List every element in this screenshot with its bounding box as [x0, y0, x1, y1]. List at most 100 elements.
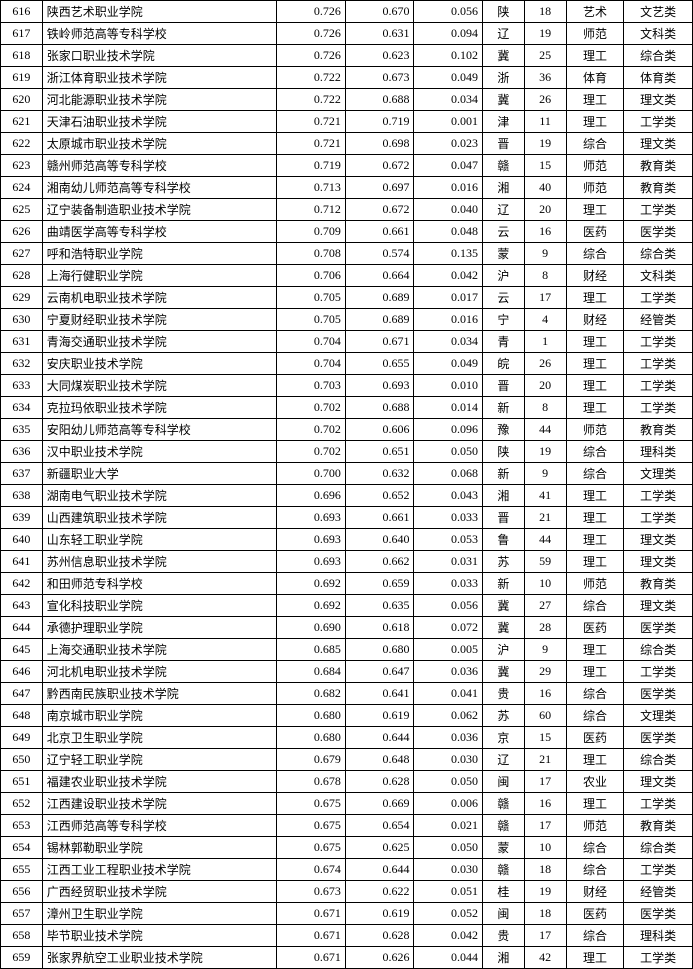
cell-cat2: 综合类: [624, 243, 693, 265]
cell-v3: 0.034: [414, 89, 483, 111]
cell-v3: 0.051: [414, 881, 483, 903]
cell-v3: 0.056: [414, 1, 483, 23]
cell-v2: 0.662: [345, 551, 414, 573]
table-row: 619浙江体育职业技术学院0.7220.6730.049浙36体育体育类: [1, 67, 693, 89]
table-row: 642和田师范专科学校0.6920.6590.033新10师范教育类: [1, 573, 693, 595]
cell-cat2: 工学类: [624, 111, 693, 133]
cell-name: 天津石油职业技术学院: [42, 111, 277, 133]
cell-cat2: 工学类: [624, 375, 693, 397]
cell-v1: 0.703: [277, 375, 346, 397]
cell-v3: 0.053: [414, 529, 483, 551]
cell-v1: 0.693: [277, 507, 346, 529]
cell-rank: 623: [1, 155, 43, 177]
cell-v2: 0.689: [345, 287, 414, 309]
cell-v1: 0.712: [277, 199, 346, 221]
cell-rank: 653: [1, 815, 43, 837]
cell-pr: 29: [524, 661, 566, 683]
cell-prov: 宁: [483, 309, 525, 331]
cell-name: 云南机电职业技术学院: [42, 287, 277, 309]
cell-cat2: 教育类: [624, 815, 693, 837]
cell-prov: 赣: [483, 793, 525, 815]
cell-prov: 新: [483, 463, 525, 485]
cell-v3: 0.072: [414, 617, 483, 639]
cell-v2: 0.680: [345, 639, 414, 661]
cell-v3: 0.031: [414, 551, 483, 573]
cell-rank: 616: [1, 1, 43, 23]
cell-v1: 0.671: [277, 903, 346, 925]
cell-name: 宁夏财经职业技术学院: [42, 309, 277, 331]
cell-rank: 645: [1, 639, 43, 661]
cell-v2: 0.626: [345, 947, 414, 969]
cell-cat1: 理工: [566, 749, 624, 771]
cell-pr: 9: [524, 639, 566, 661]
cell-v1: 0.721: [277, 133, 346, 155]
cell-pr: 26: [524, 89, 566, 111]
cell-name: 克拉玛依职业技术学院: [42, 397, 277, 419]
cell-name: 铁岭师范高等专科学校: [42, 23, 277, 45]
cell-v3: 0.042: [414, 265, 483, 287]
cell-pr: 60: [524, 705, 566, 727]
table-row: 625辽宁装备制造职业技术学院0.7120.6720.040辽20理工工学类: [1, 199, 693, 221]
cell-v1: 0.706: [277, 265, 346, 287]
cell-v2: 0.644: [345, 727, 414, 749]
cell-v2: 0.619: [345, 705, 414, 727]
cell-name: 南京城市职业学院: [42, 705, 277, 727]
cell-v1: 0.702: [277, 397, 346, 419]
cell-v3: 0.017: [414, 287, 483, 309]
cell-cat1: 师范: [566, 573, 624, 595]
cell-v1: 0.705: [277, 309, 346, 331]
cell-cat1: 理工: [566, 375, 624, 397]
cell-pr: 17: [524, 925, 566, 947]
cell-v3: 0.033: [414, 507, 483, 529]
cell-cat1: 理工: [566, 199, 624, 221]
cell-v1: 0.675: [277, 837, 346, 859]
cell-v3: 0.048: [414, 221, 483, 243]
cell-name: 新疆职业大学: [42, 463, 277, 485]
cell-rank: 619: [1, 67, 43, 89]
cell-name: 江西建设职业技术学院: [42, 793, 277, 815]
cell-prov: 赣: [483, 859, 525, 881]
cell-rank: 620: [1, 89, 43, 111]
cell-v3: 0.096: [414, 419, 483, 441]
cell-cat1: 综合: [566, 133, 624, 155]
table-row: 637新疆职业大学0.7000.6320.068新9综合文理类: [1, 463, 693, 485]
table-row: 639山西建筑职业技术学院0.6930.6610.033晋21理工工学类: [1, 507, 693, 529]
table-row: 658毕节职业技术学院0.6710.6280.042贵17综合理科类: [1, 925, 693, 947]
cell-pr: 41: [524, 485, 566, 507]
cell-prov: 沪: [483, 639, 525, 661]
cell-v3: 0.030: [414, 749, 483, 771]
cell-rank: 631: [1, 331, 43, 353]
table-row: 623赣州师范高等专科学校0.7190.6720.047赣15师范教育类: [1, 155, 693, 177]
cell-prov: 闽: [483, 771, 525, 793]
table-row: 627呼和浩特职业学院0.7080.5740.135蒙9综合综合类: [1, 243, 693, 265]
cell-rank: 632: [1, 353, 43, 375]
cell-name: 陕西艺术职业学院: [42, 1, 277, 23]
cell-v2: 0.689: [345, 309, 414, 331]
cell-pr: 17: [524, 815, 566, 837]
cell-name: 青海交通职业技术学院: [42, 331, 277, 353]
cell-prov: 贵: [483, 683, 525, 705]
cell-pr: 8: [524, 397, 566, 419]
cell-v2: 0.647: [345, 661, 414, 683]
cell-pr: 21: [524, 749, 566, 771]
table-row: 631青海交通职业技术学院0.7040.6710.034青1理工工学类: [1, 331, 693, 353]
cell-v2: 0.697: [345, 177, 414, 199]
cell-v2: 0.719: [345, 111, 414, 133]
cell-v2: 0.672: [345, 155, 414, 177]
cell-v1: 0.693: [277, 529, 346, 551]
cell-cat2: 医学类: [624, 221, 693, 243]
cell-cat2: 医学类: [624, 903, 693, 925]
cell-v3: 0.005: [414, 639, 483, 661]
cell-prov: 苏: [483, 705, 525, 727]
cell-prov: 蒙: [483, 837, 525, 859]
cell-prov: 晋: [483, 507, 525, 529]
cell-cat2: 医学类: [624, 683, 693, 705]
cell-pr: 1: [524, 331, 566, 353]
cell-name: 曲靖医学高等专科学校: [42, 221, 277, 243]
cell-name: 福建农业职业技术学院: [42, 771, 277, 793]
cell-name: 宣化科技职业学院: [42, 595, 277, 617]
table-row: 616陕西艺术职业学院0.7260.6700.056陕18艺术文艺类: [1, 1, 693, 23]
cell-cat1: 理工: [566, 287, 624, 309]
cell-rank: 648: [1, 705, 43, 727]
cell-pr: 21: [524, 507, 566, 529]
